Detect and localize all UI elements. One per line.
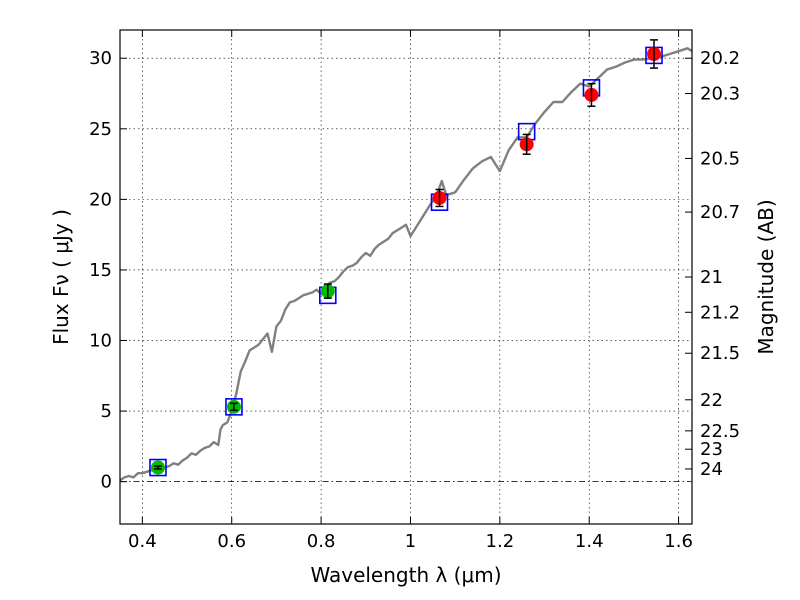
y-tick-label: 15: [89, 260, 112, 281]
x-tick-label: 1.2: [486, 531, 515, 552]
x-tick-label: 0.6: [217, 531, 246, 552]
right-magnitude-label: 20.5: [700, 148, 740, 169]
y-tick-label: 10: [89, 331, 112, 352]
x-tick-label: 0.4: [128, 531, 157, 552]
model-photometry-square: [149, 458, 167, 477]
y-axis-label: Flux Fν ( μJy ): [49, 209, 73, 345]
y-axis-right-label: Magnitude (AB): [754, 199, 778, 354]
y-tick-label: 25: [89, 119, 112, 140]
right-magnitude-label: 21: [700, 267, 723, 288]
right-magnitude-label: 21.2: [700, 302, 740, 323]
right-magnitude-label: 20.3: [700, 84, 740, 105]
x-tick-label: 0.8: [307, 531, 336, 552]
right-magnitude-label: 20.7: [700, 202, 740, 223]
x-tick-label: 1.4: [575, 531, 604, 552]
y-tick-label: 30: [89, 48, 112, 69]
y-tick-label: 20: [89, 189, 112, 210]
right-magnitude-label: 22.5: [700, 421, 740, 442]
y-tick-label: 0: [101, 472, 112, 493]
model-photometry-square: [225, 398, 243, 416]
sed-model-line: [119, 47, 693, 482]
right-magnitude-label: 24: [700, 459, 723, 480]
right-magnitude-label: 21.5: [700, 343, 740, 364]
right-magnitude-label: 20.2: [700, 48, 740, 69]
x-axis-label: Wavelength λ (μm): [310, 563, 501, 587]
y-tick-label: 5: [101, 401, 112, 422]
x-tick-label: 1: [405, 531, 416, 552]
right-magnitude-label: 22: [700, 390, 723, 411]
data-series: [119, 39, 693, 482]
x-tick-label: 1.6: [664, 531, 693, 552]
right-magnitude-label: 23: [700, 439, 723, 460]
axes-ticks: 0.4 0.6 0.8 1 1.2 1.4 1.6 0 5 10 15 20 25 30 20.2 20.3 2…: [89, 30, 740, 552]
